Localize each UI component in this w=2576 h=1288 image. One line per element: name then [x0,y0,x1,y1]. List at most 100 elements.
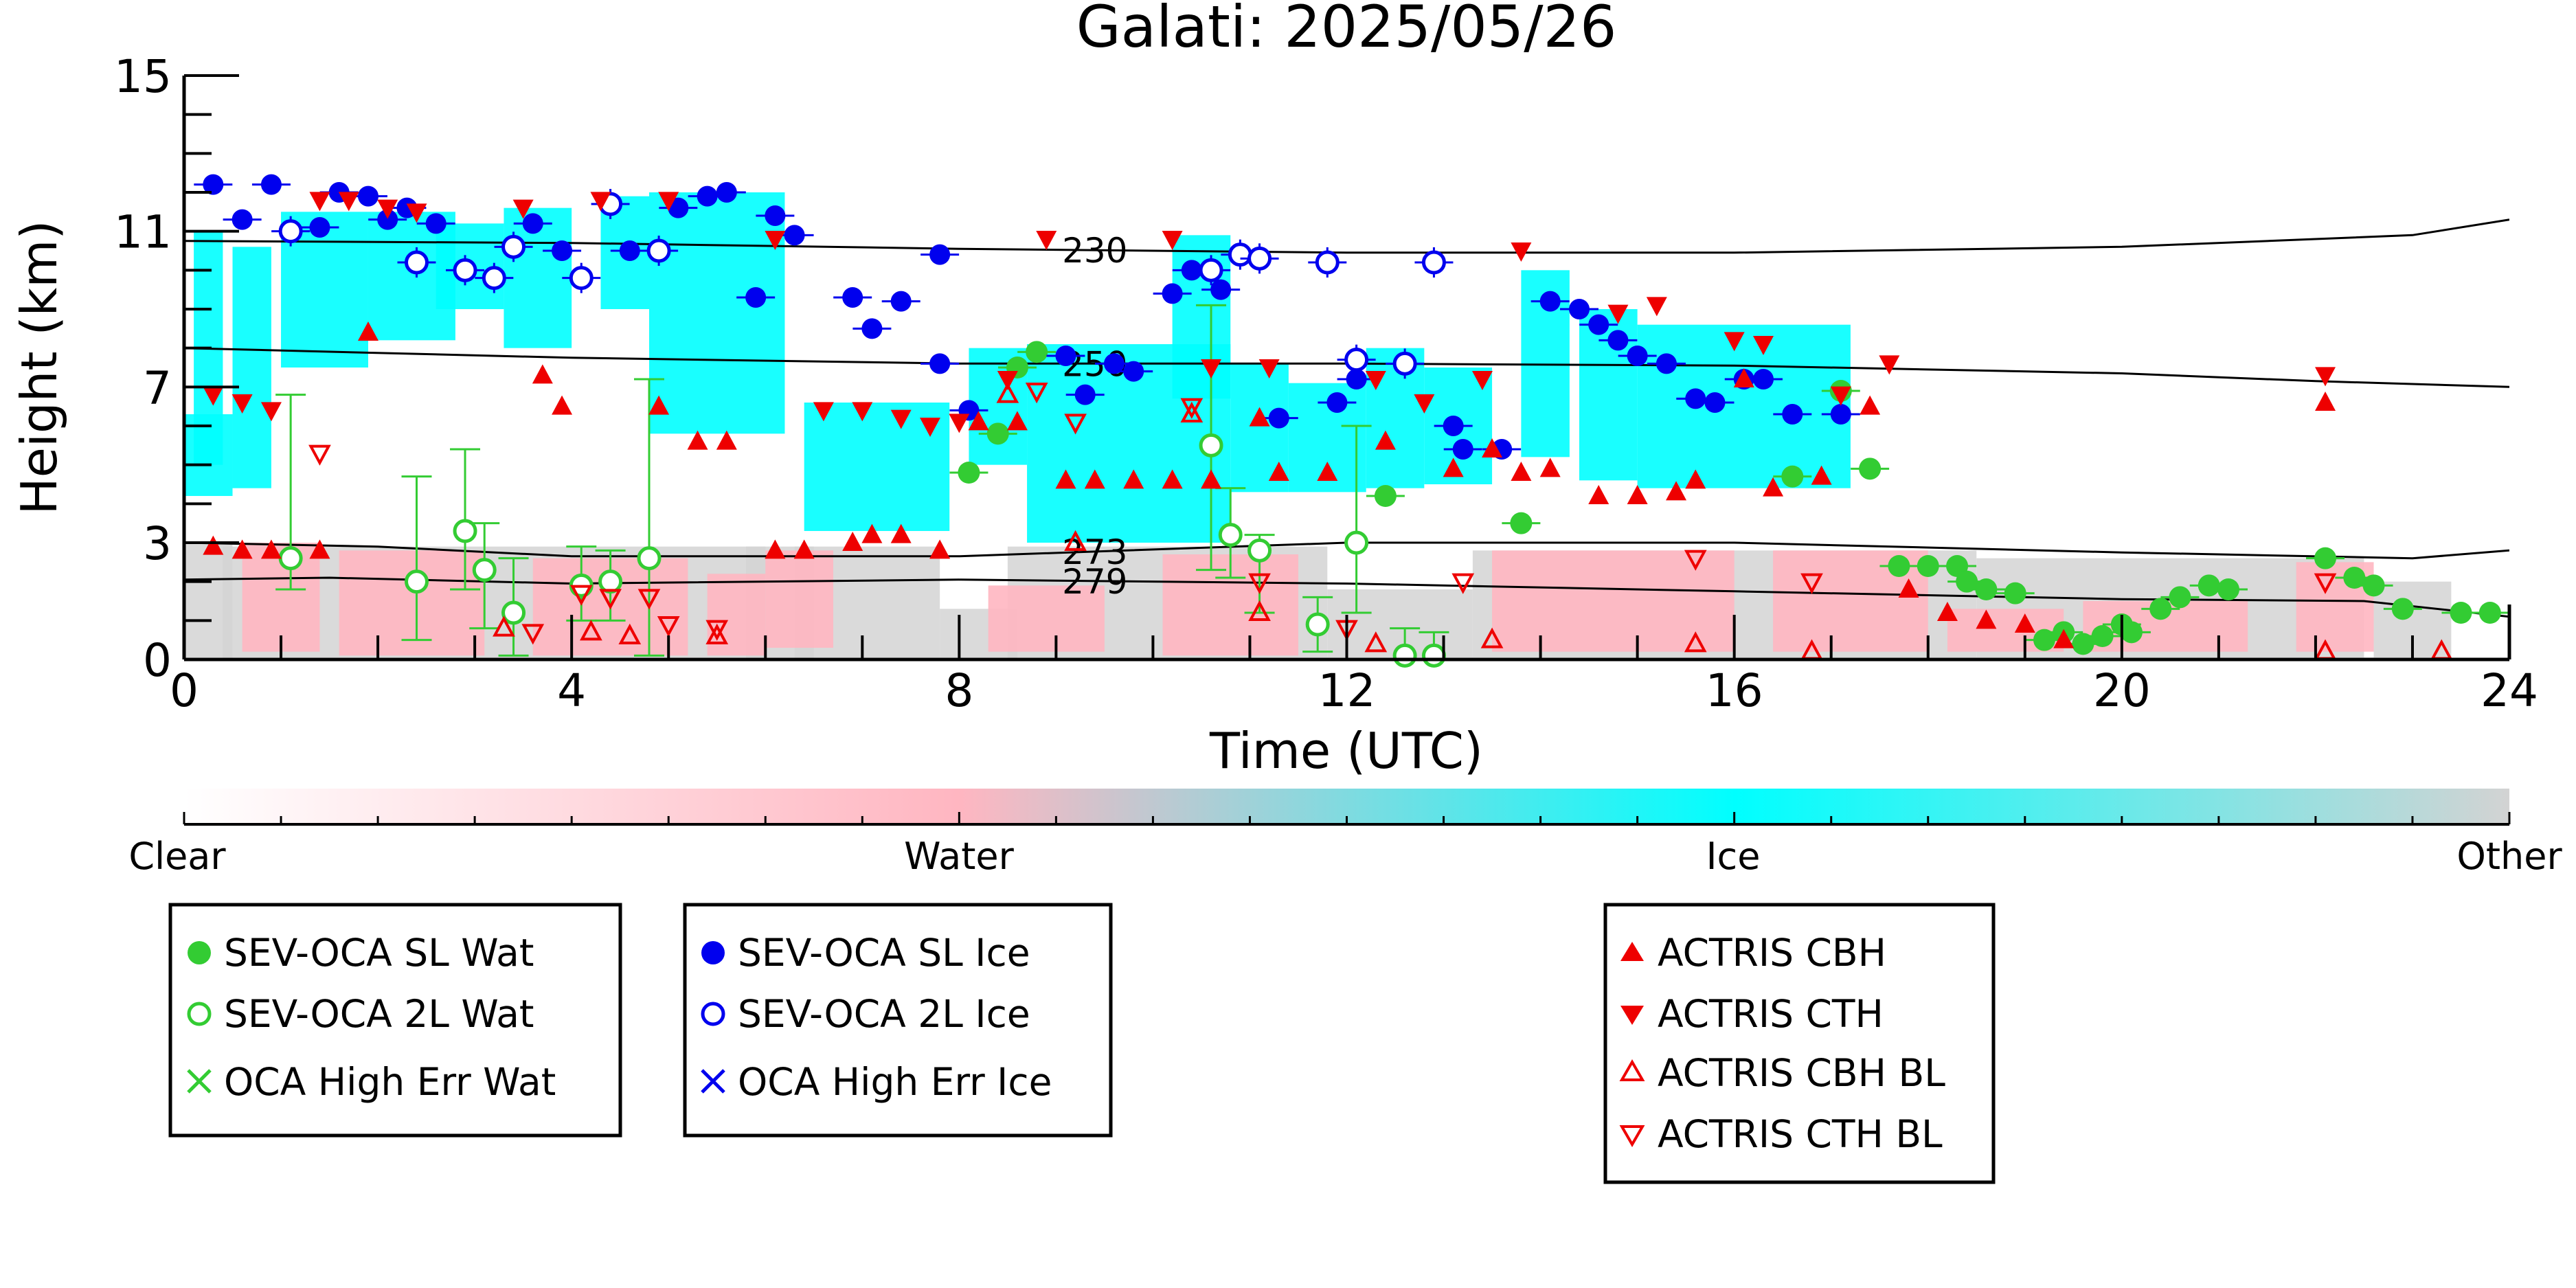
marker [405,250,429,275]
data-point [1064,414,1087,435]
data-point [469,522,500,630]
data-point [949,414,970,433]
marker [1248,573,1271,594]
marker [2343,567,2366,589]
marker [1860,395,1881,415]
data-point [1221,239,1260,270]
marker [1218,523,1243,547]
data-point [1386,348,1425,379]
legend-triangle-up-icon [1620,942,1644,961]
marker [1956,570,1978,593]
y-tick-label: 3 [143,517,172,570]
data-point [1248,573,1271,594]
marker [1888,555,1910,577]
data-point [1201,279,1241,300]
legend-entry-cth-bl: ACTRIS CTH BL [1619,1112,1943,1156]
data-point [1851,457,1890,480]
marker [1607,304,1629,324]
marker [2169,586,2191,609]
marker [2004,582,2026,605]
marker [1414,394,1435,414]
data-point [968,411,989,431]
data-point [1375,430,1396,450]
data-point [1598,330,1638,351]
marker [522,213,543,234]
data-point [765,539,786,559]
data-point [1646,297,1667,317]
data-point [1192,255,1231,286]
marker [1315,250,1340,275]
x-tick-label: 24 [2481,664,2538,717]
data-point [1695,392,1735,413]
data-point [640,236,679,266]
marker [1830,386,1851,406]
marker [986,422,1009,445]
data-point [231,394,253,414]
data-point [1337,369,1376,389]
marker [1180,401,1204,422]
marker [231,209,253,230]
marker [1162,283,1183,304]
marker [1511,242,1532,262]
legend-box [168,903,622,1138]
colorbar-ticks [183,812,2511,824]
legend-entry-higherr-ice: OCA High Err Ice [701,1060,1052,1104]
marker [1482,438,1503,457]
marker [1811,465,1832,485]
contour-label-279: 279 [1062,562,1127,602]
data-point [498,557,529,657]
marker [425,213,447,234]
data-point [1482,438,1503,457]
marker [793,539,815,559]
cloud-mask-ice-region [232,247,271,488]
marker [813,402,834,422]
legend-x-icon [187,1069,212,1094]
data-point [1502,512,1541,534]
data-point [1414,394,1435,414]
data-point [401,475,432,642]
cloud-mask-water-region [765,550,833,648]
cloud-mask-water-region [988,585,1105,652]
data-point [618,623,642,644]
data-point [705,623,729,644]
marker [2478,602,2501,624]
marker [552,240,573,261]
marker [1025,383,1048,404]
marker [453,258,477,282]
data-point [1180,398,1204,419]
legend-box [1603,903,1996,1184]
legend-entry-2l-ice: SEV-OCA 2L Ice [701,992,1030,1036]
marker [308,444,331,466]
data-point [1511,242,1532,262]
data-point [2053,629,2075,648]
marker [949,414,970,433]
marker [1055,469,1076,489]
data-point [338,192,359,212]
marker [1452,439,1473,460]
marker [278,219,303,244]
marker [2091,625,2114,647]
data-point [521,624,545,645]
marker [1064,530,1087,551]
data-point [1480,627,1504,648]
data-point [1733,368,1754,387]
data-point [920,353,960,374]
data-point [1268,462,1289,481]
marker [1026,341,1048,363]
data-point [1684,550,1707,571]
marker [1074,384,1096,405]
legend-actris: ACTRIS CBH ACTRIS CTH ACTRIS CBH BL ACTR… [1603,903,1996,1184]
data-point [300,217,339,238]
legend-label: OCA High Err Wat [224,1060,556,1104]
data-point [1240,243,1279,274]
data-point [716,430,737,450]
marker [716,430,737,450]
data-point [194,174,233,195]
data-point [1064,530,1087,551]
marker [1830,404,1851,425]
data-point [1800,573,1823,594]
data-point [552,395,573,415]
data-point [1588,485,1609,504]
data-point [920,418,941,437]
